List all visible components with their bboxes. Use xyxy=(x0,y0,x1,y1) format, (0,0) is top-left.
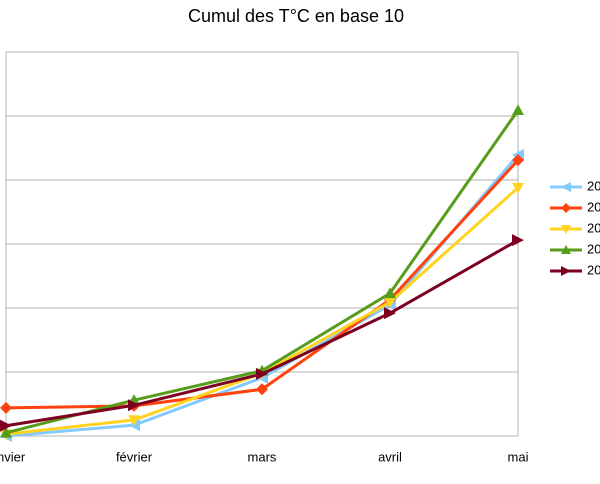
data-point xyxy=(0,426,12,438)
x-tick-label: mai xyxy=(508,449,529,464)
legend-marker xyxy=(561,203,571,213)
legend-marker xyxy=(561,182,571,192)
legend-label: 20 xyxy=(587,178,600,193)
data-point xyxy=(128,399,140,412)
data-point xyxy=(128,415,140,426)
data-point xyxy=(384,307,396,320)
legend-label: 20 xyxy=(587,220,600,235)
x-tick-label: avril xyxy=(378,449,402,464)
data-point xyxy=(384,297,396,309)
x-tick-label: janvier xyxy=(0,449,26,464)
data-point xyxy=(256,367,268,380)
legend-marker xyxy=(561,245,571,254)
legend-label: 20 xyxy=(587,199,600,214)
x-tick-label: mars xyxy=(248,449,277,464)
data-point xyxy=(384,287,396,299)
series-line xyxy=(5,186,520,436)
legend-marker xyxy=(561,225,571,234)
legend-marker xyxy=(561,266,571,276)
data-point xyxy=(0,419,12,432)
data-point xyxy=(512,234,524,247)
chart-title: Cumul des T°C en base 10 xyxy=(188,6,404,26)
series-line xyxy=(5,238,519,428)
data-point xyxy=(512,154,524,167)
legend-label: 20 xyxy=(587,241,600,256)
x-tick-label: février xyxy=(116,449,153,464)
data-point xyxy=(512,182,524,194)
data-point xyxy=(512,104,524,116)
data-point xyxy=(0,401,12,414)
legend-label: 20 xyxy=(587,262,600,277)
data-point xyxy=(256,383,268,396)
